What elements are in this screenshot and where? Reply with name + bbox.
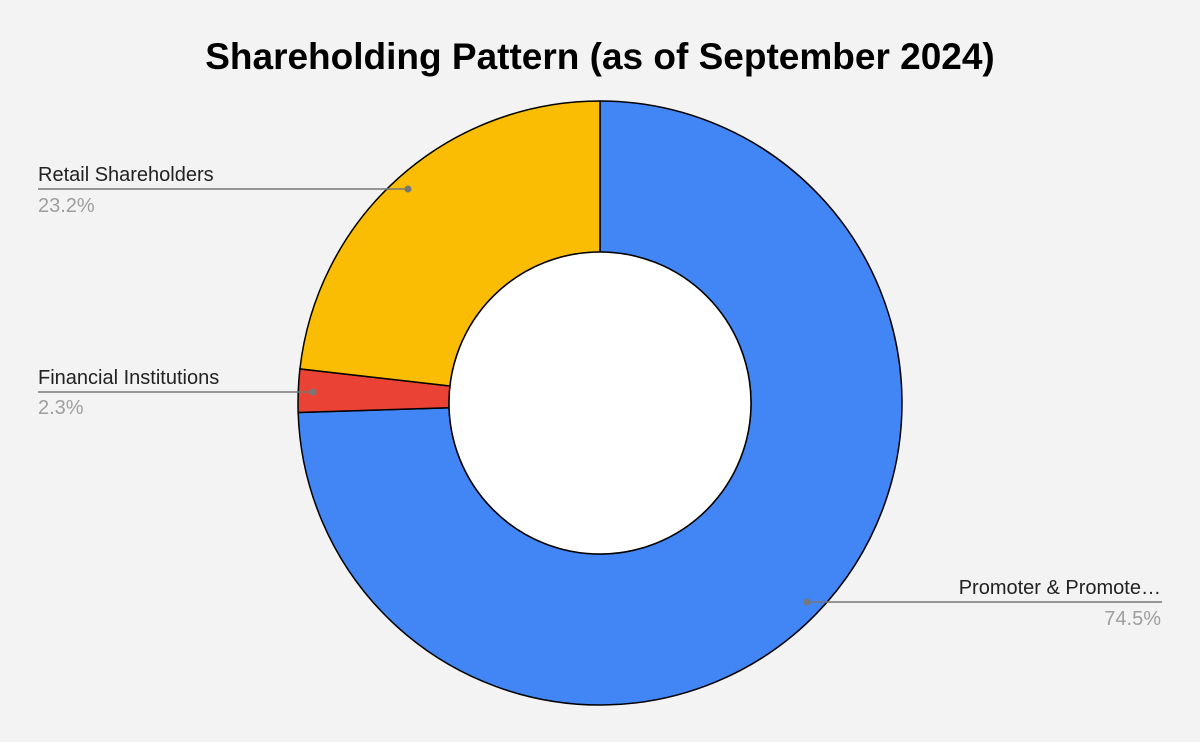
slice-label-financial: Financial Institutions	[38, 367, 219, 389]
slices	[297, 100, 903, 706]
leader-financial	[38, 388, 317, 396]
slice-value-retail: 23.2%	[38, 195, 95, 217]
leader-retail	[38, 185, 412, 193]
slice-value-promoter: 74.5%	[1104, 608, 1161, 630]
slice-label-retail: Retail Shareholders	[38, 164, 214, 186]
leader-lines	[38, 185, 1162, 606]
leader-promoter	[803, 598, 1162, 606]
chart-title: Shareholding Pattern (as of September 20…	[205, 36, 995, 77]
slice-label-promoter: Promoter & Promote…	[959, 577, 1161, 599]
slice-value-financial: 2.3%	[38, 397, 84, 419]
donut-hole	[448, 251, 752, 555]
